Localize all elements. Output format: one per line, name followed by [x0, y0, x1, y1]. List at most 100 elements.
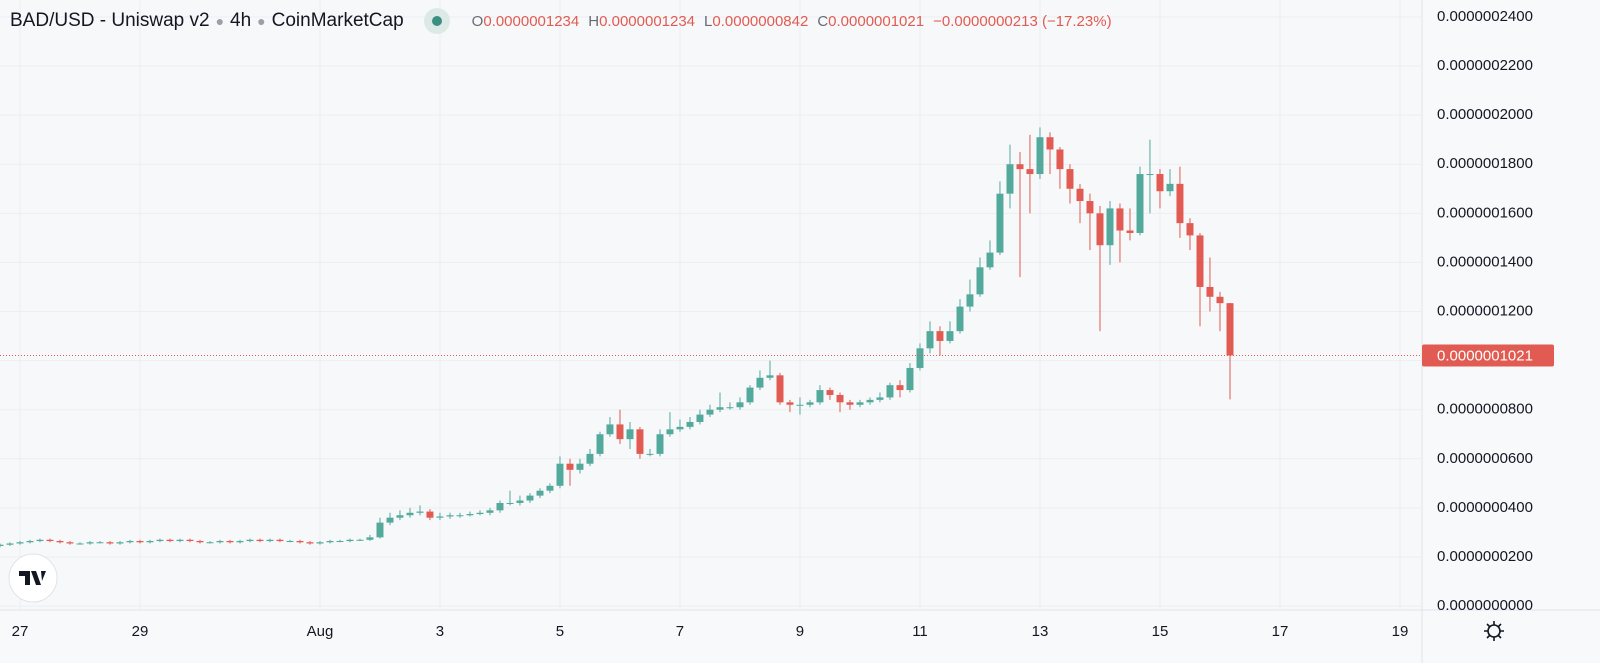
candle-body [356, 539, 364, 541]
x-tick-label: 15 [1152, 623, 1169, 640]
candle-body [266, 539, 274, 542]
separator: ● [257, 13, 266, 29]
candle-body [66, 542, 74, 544]
candle-body [716, 407, 724, 410]
candle-body [276, 539, 284, 542]
candle-body [496, 502, 504, 511]
ohlc-value: 0.0000000842 [712, 12, 809, 30]
candle-body [886, 385, 894, 398]
candle-body [1066, 169, 1074, 189]
y-tick-label: 0.0000002200 [1437, 57, 1533, 74]
separator: ● [215, 13, 225, 29]
y-tick-label: 0.0000000800 [1437, 401, 1533, 418]
candle-body [1156, 174, 1164, 192]
symbol-title[interactable]: BAD/USD - Uniswap v2 [10, 10, 210, 31]
candle-body [416, 511, 424, 513]
candle-body [806, 402, 814, 405]
x-tick-label: 11 [912, 623, 928, 640]
candle-body [1116, 208, 1124, 231]
candle-body [616, 424, 624, 440]
candle-body [536, 490, 544, 496]
x-tick-label: 3 [436, 623, 444, 640]
candle-body [486, 510, 494, 513]
candle-body [1196, 235, 1204, 287]
candle-body [326, 541, 334, 543]
candle-body [246, 539, 254, 542]
candle-body [756, 377, 764, 388]
candle-body [826, 390, 834, 395]
candle-body [956, 306, 964, 332]
candle-body [996, 193, 1004, 253]
candle-body [596, 434, 604, 454]
candle-body [696, 414, 704, 422]
logo-mark [19, 571, 46, 585]
candle-body [976, 267, 984, 295]
candle-body [966, 294, 974, 307]
tv-logo[interactable] [8, 553, 58, 603]
candles [0, 127, 1422, 548]
y-tick-label: 0.0000002000 [1437, 106, 1533, 123]
plot-area [0, 0, 1422, 610]
ohlc-key: L [704, 12, 713, 30]
logo-circle[interactable] [8, 553, 58, 603]
y-tick-label: 0.0000000600 [1437, 450, 1533, 467]
candle-body [1176, 183, 1184, 224]
candle-body [386, 517, 394, 523]
market-status[interactable] [423, 8, 450, 34]
candle-body [556, 463, 564, 486]
candle-body [546, 485, 554, 491]
candle-body [196, 541, 204, 543]
candle-body [366, 537, 374, 540]
candle-body [566, 463, 574, 470]
candle-body [176, 539, 184, 542]
y-tick-label: 0.0000000000 [1437, 597, 1533, 614]
x-tick-label: 27 [12, 623, 29, 640]
candle-body [916, 348, 924, 368]
candle-body [906, 367, 914, 391]
candle-body [146, 541, 154, 543]
ohlc-key: H [588, 12, 600, 30]
x-tick-label: 9 [796, 623, 804, 640]
candle-body [736, 402, 744, 408]
candle-body [236, 541, 244, 543]
interval[interactable]: 4h [230, 10, 252, 31]
candle-body [1046, 137, 1054, 150]
candle-body [46, 539, 54, 542]
ohlc-key: C [817, 12, 829, 30]
settings-icon[interactable] [1484, 621, 1504, 641]
candle-body [786, 402, 794, 405]
y-tick-label: 0.0000000200 [1437, 548, 1533, 565]
candle-body [476, 512, 484, 515]
candle-body [836, 394, 844, 403]
candle-body [296, 541, 304, 543]
source: CoinMarketCap [271, 10, 404, 31]
x-tick-label: 17 [1272, 623, 1289, 640]
candle-body [26, 541, 34, 543]
y-tick-label: 0.0000000400 [1437, 499, 1533, 516]
candle-body [426, 511, 434, 518]
candle-body [256, 539, 264, 542]
candle-body [76, 543, 84, 545]
candle-body [376, 522, 384, 538]
candle-body [166, 539, 174, 542]
candle-body [156, 539, 164, 542]
candle-body [1006, 164, 1014, 194]
candle-body [446, 515, 454, 517]
candle-body [986, 252, 994, 268]
x-tick-label: 19 [1392, 623, 1409, 640]
y-tick-label: 0.0000001800 [1437, 155, 1533, 172]
candle-body [0, 544, 4, 546]
candle-body [526, 495, 534, 501]
candle-body [16, 542, 24, 544]
axis-labels: 0.0000000000 0.0000000200 0.0000000400 0.00… [12, 8, 1554, 640]
candle-body [1136, 174, 1144, 233]
x-tick-label: 29 [132, 623, 149, 640]
candle-body [456, 515, 464, 517]
candle-body [86, 542, 94, 544]
candle-body [396, 515, 404, 518]
candle-body [766, 375, 774, 378]
x-tick-label: 13 [1032, 623, 1049, 640]
candle-body [1086, 201, 1094, 214]
